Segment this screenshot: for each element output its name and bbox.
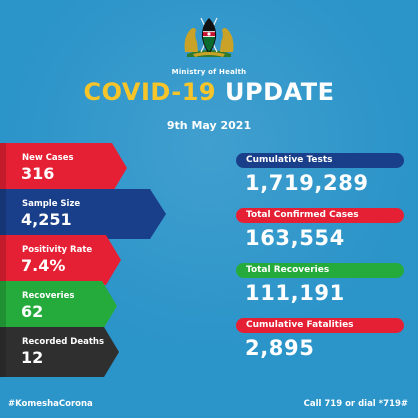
tile-recoveries: Recoveries 62	[0, 281, 128, 331]
tile-shape	[0, 143, 127, 193]
coat-of-arms-icon	[181, 12, 237, 58]
tile-value: 4,251	[21, 210, 72, 229]
stat-label: Cumulative Tests	[236, 153, 404, 168]
report-date: 9th May 2021	[166, 119, 252, 132]
page-title: COVID-19 UPDATE	[0, 78, 418, 106]
stat-label: Total Recoveries	[236, 263, 404, 278]
tile-label: Recorded Deaths	[22, 337, 105, 347]
stat-total-recoveries: Total Recoveries 111,191	[236, 263, 408, 305]
tile-label: New Cases	[22, 153, 74, 163]
ministry-label: Ministry of Health	[171, 68, 247, 76]
tile-label: Sample Size	[22, 199, 81, 209]
stat-total-confirmed: Total Confirmed Cases 163,554	[236, 208, 408, 250]
stat-cumulative-fatalities: Cumulative Fatalities 2,895	[236, 318, 408, 360]
tile-value: 316	[21, 164, 55, 183]
tile-positivity-rate: Positivity Rate 7.4%	[0, 235, 128, 285]
stat-value: 163,554	[245, 226, 345, 250]
helpline: Call 719 or dial *719#	[303, 399, 408, 409]
tile-shape	[0, 281, 117, 331]
tile-value: 12	[21, 348, 44, 367]
stat-value: 1,719,289	[245, 171, 369, 195]
tile-sample-size: Sample Size 4,251	[0, 189, 166, 239]
stat-label: Total Confirmed Cases	[236, 208, 404, 223]
stat-value: 2,895	[245, 336, 315, 360]
tile-shape	[0, 327, 119, 377]
tile-label: Recoveries	[22, 291, 75, 301]
tile-shape	[0, 189, 166, 239]
tile-value: 7.4%	[21, 256, 66, 275]
tile-shape	[0, 235, 121, 285]
tile-new-cases: New Cases 316	[0, 143, 128, 193]
tile-value: 62	[21, 302, 44, 321]
title-covid: COVID-19	[83, 78, 217, 106]
hashtag: #KomeshaCorona	[8, 399, 93, 409]
stat-label: Cumulative Fatalities	[236, 318, 404, 333]
tile-label: Positivity Rate	[22, 245, 93, 255]
tile-recorded-deaths: Recorded Deaths 12	[0, 327, 128, 377]
stat-value: 111,191	[245, 281, 345, 305]
stat-cumulative-tests: Cumulative Tests 1,719,289	[236, 153, 408, 195]
title-update: UPDATE	[224, 78, 335, 106]
